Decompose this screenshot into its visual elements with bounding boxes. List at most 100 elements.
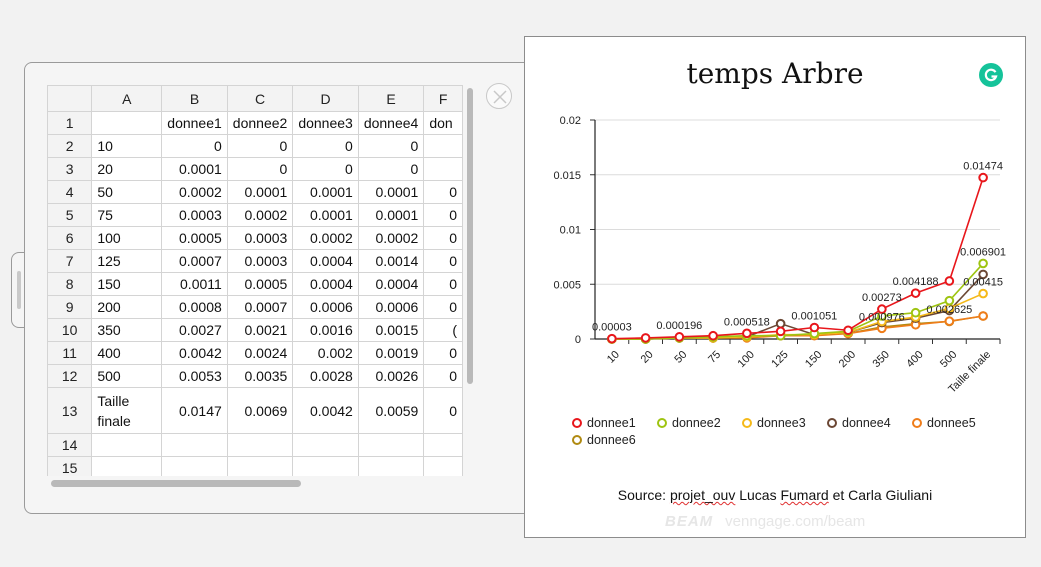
cell[interactable]: 0.0027 [161, 318, 228, 342]
cell[interactable]: 0.0001 [226, 180, 294, 204]
cell-a[interactable]: 50 [91, 180, 163, 204]
cell[interactable]: 0.0001 [357, 180, 425, 204]
cell[interactable]: 0.0006 [292, 295, 359, 319]
cell[interactable] [292, 433, 359, 457]
row-header[interactable]: 14 [47, 433, 93, 457]
cell-a[interactable]: 500 [91, 364, 163, 388]
cell[interactable]: 0.0001 [357, 203, 425, 227]
cell[interactable]: 0.0059 [357, 387, 425, 434]
cell-a[interactable]: 200 [91, 295, 163, 319]
cell[interactable]: 0.0004 [357, 272, 425, 296]
cell[interactable]: 0 [423, 249, 463, 273]
cell[interactable]: 0.0001 [292, 180, 359, 204]
cell-a[interactable] [91, 456, 163, 476]
row-header[interactable]: 3 [47, 157, 93, 181]
cell[interactable]: 0.0016 [292, 318, 359, 342]
cell[interactable]: 0.0028 [292, 364, 359, 388]
cell[interactable]: 0.0003 [161, 203, 228, 227]
cell[interactable]: 0 [357, 134, 425, 158]
column-header-b[interactable]: B [161, 85, 228, 112]
cell[interactable] [226, 433, 294, 457]
cell[interactable]: 0.0003 [226, 226, 294, 250]
row-header[interactable]: 4 [47, 180, 93, 204]
corner-cell[interactable] [47, 85, 93, 112]
cell[interactable]: 0 [226, 134, 294, 158]
cell[interactable]: 0 [423, 272, 463, 296]
cell[interactable] [357, 433, 425, 457]
row-header[interactable]: 10 [47, 318, 93, 342]
row-header[interactable]: 13 [47, 387, 93, 434]
cell[interactable]: 0.0014 [357, 249, 425, 273]
cell-a[interactable]: 20 [91, 157, 163, 181]
cell[interactable]: 0.0001 [161, 157, 228, 181]
column-header-f[interactable]: F [423, 85, 463, 112]
cell[interactable]: 0.0005 [161, 226, 228, 250]
row-header[interactable]: 9 [47, 295, 93, 319]
cell-a[interactable]: 150 [91, 272, 163, 296]
row-header[interactable]: 5 [47, 203, 93, 227]
cell[interactable]: 0.0011 [161, 272, 228, 296]
cell[interactable] [161, 433, 228, 457]
cell[interactable]: 0.0008 [161, 295, 228, 319]
cell[interactable]: 0.0006 [357, 295, 425, 319]
cell[interactable]: 0.0007 [226, 295, 294, 319]
row-header[interactable]: 12 [47, 364, 93, 388]
horizontal-scrollbar[interactable] [51, 480, 301, 487]
cell-a[interactable]: 125 [91, 249, 163, 273]
close-button[interactable] [486, 83, 512, 109]
cell[interactable]: 0.0024 [226, 341, 294, 365]
cell[interactable]: 0 [292, 157, 359, 181]
cell[interactable] [423, 134, 463, 158]
cell[interactable]: 0 [423, 364, 463, 388]
cell[interactable]: don [423, 111, 463, 135]
cell[interactable] [423, 157, 463, 181]
cell[interactable]: 0.0026 [357, 364, 425, 388]
cell[interactable]: 0 [357, 157, 425, 181]
row-header[interactable]: 11 [47, 341, 93, 365]
cell[interactable]: 0.0021 [226, 318, 294, 342]
cell[interactable]: 0 [423, 180, 463, 204]
column-header-d[interactable]: D [292, 85, 359, 112]
cell[interactable]: ( [423, 318, 463, 342]
cell[interactable] [292, 456, 359, 476]
cell[interactable]: 0.0053 [161, 364, 228, 388]
cell[interactable] [423, 456, 463, 476]
spreadsheet-grid[interactable]: A B C D E F 1 donnee1 donnee2 donnee3 donnee4 don 2 1… [47, 85, 463, 476]
cell-a[interactable]: 350 [91, 318, 163, 342]
cell[interactable]: 0 [423, 226, 463, 250]
cell-a[interactable]: 10 [91, 134, 163, 158]
row-header[interactable]: 1 [47, 111, 93, 135]
cell[interactable] [423, 433, 463, 457]
cell[interactable]: 0 [292, 134, 359, 158]
cell[interactable] [357, 456, 425, 476]
cell[interactable]: 0.0001 [292, 203, 359, 227]
cell[interactable]: 0 [423, 387, 463, 434]
cell[interactable]: 0.0004 [292, 249, 359, 273]
cell[interactable]: 0 [423, 341, 463, 365]
cell-a[interactable] [91, 111, 163, 135]
cell[interactable]: donnee3 [292, 111, 359, 135]
column-header-a[interactable]: A [91, 85, 163, 112]
cell[interactable] [226, 456, 294, 476]
cell[interactable]: 0.0002 [226, 203, 294, 227]
cell[interactable]: 0.0007 [161, 249, 228, 273]
row-header[interactable]: 6 [47, 226, 93, 250]
cell[interactable]: 0.0042 [292, 387, 359, 434]
cell[interactable]: 0.002 [292, 341, 359, 365]
cell[interactable]: 0.0002 [357, 226, 425, 250]
cell[interactable]: 0.0147 [161, 387, 228, 434]
cell[interactable]: 0.0002 [292, 226, 359, 250]
cell[interactable]: 0.0004 [292, 272, 359, 296]
cell[interactable] [161, 456, 228, 476]
cell[interactable]: 0.0069 [226, 387, 294, 434]
column-header-c[interactable]: C [226, 85, 294, 112]
cell-a[interactable]: 75 [91, 203, 163, 227]
row-header[interactable]: 7 [47, 249, 93, 273]
cell[interactable]: 0.0042 [161, 341, 228, 365]
cell-a[interactable]: 400 [91, 341, 163, 365]
cell-a[interactable]: Taille finale [91, 387, 163, 434]
vertical-scrollbar[interactable] [467, 88, 473, 384]
cell[interactable]: 0 [226, 157, 294, 181]
cell[interactable]: 0.0015 [357, 318, 425, 342]
column-header-e[interactable]: E [357, 85, 425, 112]
